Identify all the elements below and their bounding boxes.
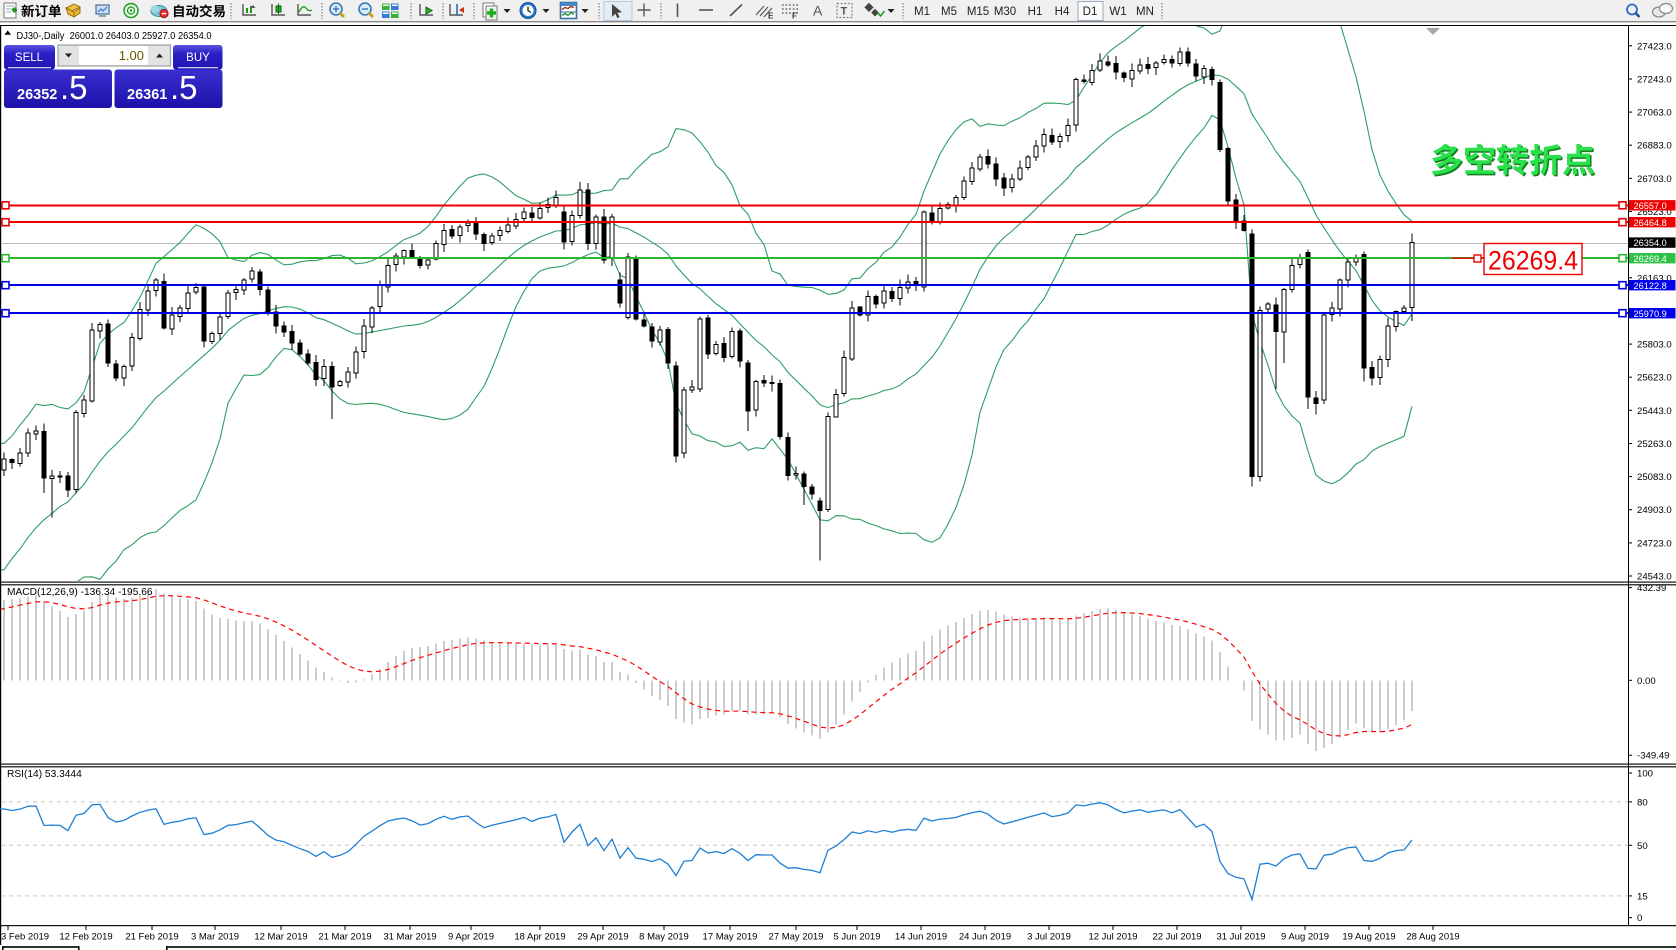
svg-text:25083.0: 25083.0 xyxy=(1637,472,1672,483)
svg-text:9 Aug 2019: 9 Aug 2019 xyxy=(1281,932,1329,943)
svg-text:15: 15 xyxy=(1637,891,1648,902)
svg-text:27063.0: 27063.0 xyxy=(1637,108,1672,119)
svg-text:H4: H4 xyxy=(1055,6,1070,18)
svg-text:26122.8: 26122.8 xyxy=(1634,281,1667,291)
svg-text:W1: W1 xyxy=(1109,6,1126,18)
svg-text:26883.0: 26883.0 xyxy=(1637,141,1672,152)
svg-text:A: A xyxy=(813,3,823,19)
svg-text:9 Apr 2019: 9 Apr 2019 xyxy=(448,932,494,943)
svg-text:22 Jul 2019: 22 Jul 2019 xyxy=(1152,932,1201,943)
svg-text:M15: M15 xyxy=(967,6,989,18)
svg-text:RSI(14) 53.3444: RSI(14) 53.3444 xyxy=(7,769,82,780)
svg-text:.5: .5 xyxy=(60,69,88,106)
svg-text:21 Mar 2019: 21 Mar 2019 xyxy=(318,932,371,943)
svg-text:24903.0: 24903.0 xyxy=(1637,505,1672,516)
svg-text:M30: M30 xyxy=(994,6,1016,18)
svg-text:D1: D1 xyxy=(1083,6,1098,18)
svg-text:0.00: 0.00 xyxy=(1637,676,1656,687)
svg-text:26163.0: 26163.0 xyxy=(1637,273,1672,284)
svg-text:F: F xyxy=(792,12,797,21)
svg-text:26523.0: 26523.0 xyxy=(1637,207,1672,218)
svg-text:31 Jul 2019: 31 Jul 2019 xyxy=(1216,932,1265,943)
svg-text:28 Aug 2019: 28 Aug 2019 xyxy=(1406,932,1459,943)
svg-text:27 May 2019: 27 May 2019 xyxy=(769,932,824,943)
svg-text:29 Apr 2019: 29 Apr 2019 xyxy=(577,932,628,943)
svg-text:MACD(12,26,9) -136.34 -195.66: MACD(12,26,9) -136.34 -195.66 xyxy=(7,587,153,598)
svg-text:100: 100 xyxy=(1637,769,1653,780)
svg-text:25443.0: 25443.0 xyxy=(1637,406,1672,417)
svg-text:26269.4: 26269.4 xyxy=(1488,246,1578,276)
svg-text:12 Jul 2019: 12 Jul 2019 xyxy=(1088,932,1137,943)
svg-text:5 Jun 2019: 5 Jun 2019 xyxy=(833,932,880,943)
svg-text:12 Mar 2019: 12 Mar 2019 xyxy=(254,932,307,943)
svg-text:50: 50 xyxy=(1637,841,1648,852)
svg-text:25803.0: 25803.0 xyxy=(1637,340,1672,351)
svg-text:3 Mar 2019: 3 Mar 2019 xyxy=(191,932,239,943)
svg-text:24723.0: 24723.0 xyxy=(1637,538,1672,549)
svg-text:T: T xyxy=(841,6,848,18)
svg-text:1.00: 1.00 xyxy=(119,48,144,63)
svg-text:19 Aug 2019: 19 Aug 2019 xyxy=(1342,932,1395,943)
svg-text:SELL: SELL xyxy=(15,52,44,64)
svg-text:M5: M5 xyxy=(941,6,957,18)
svg-text:-349.49: -349.49 xyxy=(1637,751,1670,762)
svg-text:BUY: BUY xyxy=(186,52,210,64)
svg-text:3 Jul 2019: 3 Jul 2019 xyxy=(1027,932,1071,943)
svg-text:26352: 26352 xyxy=(17,87,57,103)
svg-text:3 Feb 2019: 3 Feb 2019 xyxy=(1,932,49,943)
svg-text:25263.0: 25263.0 xyxy=(1637,439,1672,450)
svg-text:14 Jun 2019: 14 Jun 2019 xyxy=(895,932,947,943)
svg-text:26464.8: 26464.8 xyxy=(1634,218,1667,228)
svg-text:26361: 26361 xyxy=(127,87,167,103)
svg-text:21 Feb 2019: 21 Feb 2019 xyxy=(125,932,178,943)
svg-text:80: 80 xyxy=(1637,797,1648,808)
svg-text:.5: .5 xyxy=(170,69,198,106)
svg-text:E: E xyxy=(768,12,774,21)
svg-text:0: 0 xyxy=(1637,913,1642,924)
svg-text:M1: M1 xyxy=(914,6,930,18)
svg-text:18 Apr 2019: 18 Apr 2019 xyxy=(514,932,565,943)
svg-text:DJ30-,Daily 26001.0 26403.0 2: DJ30-,Daily 26001.0 26403.0 25927.0 2635… xyxy=(17,31,212,42)
svg-text:H1: H1 xyxy=(1028,6,1043,18)
svg-text:24543.0: 24543.0 xyxy=(1637,572,1672,583)
svg-text:MN: MN xyxy=(1136,6,1154,18)
svg-text:24 Jun 2019: 24 Jun 2019 xyxy=(959,932,1011,943)
svg-text:432.39: 432.39 xyxy=(1637,583,1666,594)
svg-text:26354.0: 26354.0 xyxy=(1634,238,1667,248)
svg-text:27423.0: 27423.0 xyxy=(1637,41,1672,52)
svg-text:26269.4: 26269.4 xyxy=(1634,254,1667,264)
svg-text:12 Feb 2019: 12 Feb 2019 xyxy=(59,932,112,943)
svg-text:17 May 2019: 17 May 2019 xyxy=(703,932,758,943)
svg-text:26703.0: 26703.0 xyxy=(1637,174,1672,185)
svg-text:8 May 2019: 8 May 2019 xyxy=(639,932,689,943)
svg-text:25970.9: 25970.9 xyxy=(1634,309,1667,319)
svg-text:25623.0: 25623.0 xyxy=(1637,373,1672,384)
svg-text:31 Mar 2019: 31 Mar 2019 xyxy=(383,932,436,943)
svg-text:27243.0: 27243.0 xyxy=(1637,75,1672,86)
svg-text:26557.0: 26557.0 xyxy=(1634,201,1667,211)
